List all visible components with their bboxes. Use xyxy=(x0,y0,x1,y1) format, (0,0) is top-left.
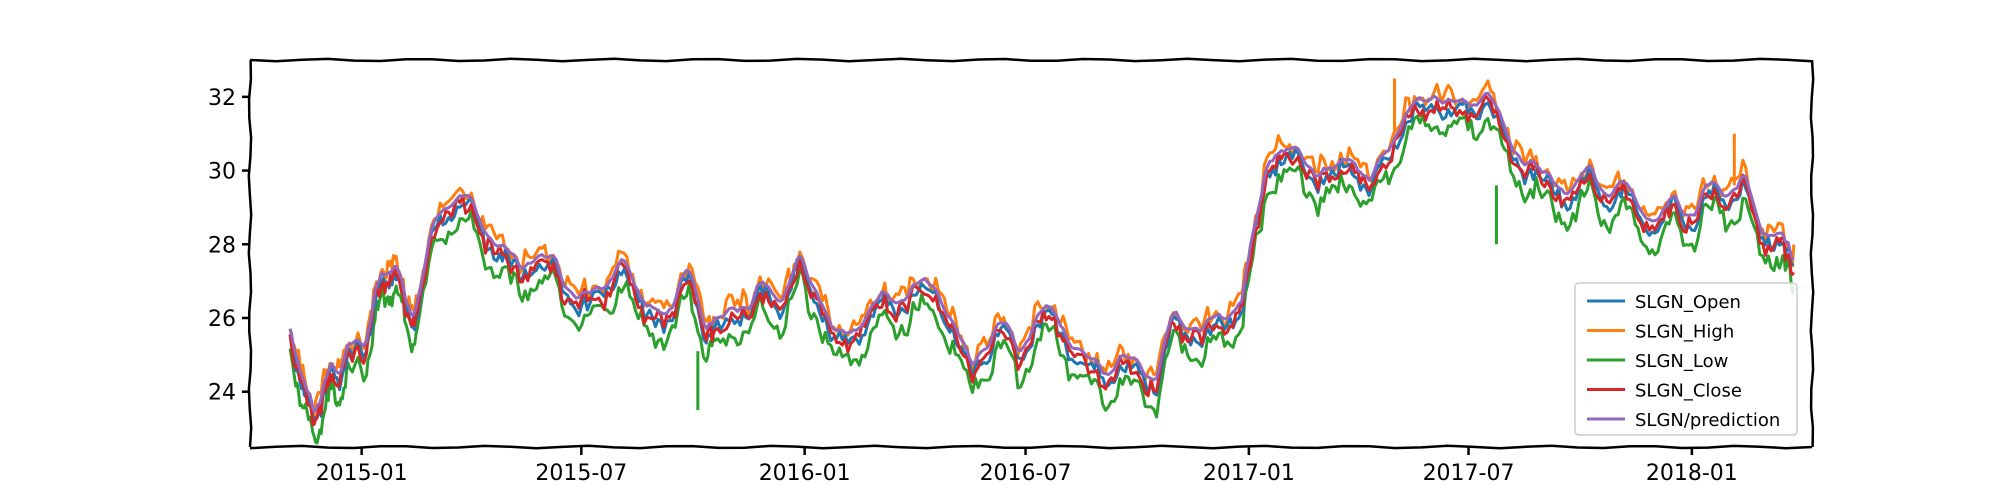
legend-label: SLGN_Open xyxy=(1635,292,1741,313)
series-line-slgn-prediction xyxy=(288,91,1795,413)
x-tick-label: 2018-01 xyxy=(1646,461,1738,486)
series-line-slgn-low xyxy=(288,114,1796,445)
legend-entries: SLGN_Open SLGN_High SLGN_Low SLGN_Close SLGN… xyxy=(1587,292,1780,431)
legend-label: SLGN_Close xyxy=(1635,381,1742,402)
y-tick-label: 32 xyxy=(208,86,236,111)
y-axis: 24 26 28 30 32 xyxy=(208,86,250,406)
legend-label: SLGN_High xyxy=(1635,322,1734,343)
legend-label: SLGN/prediction xyxy=(1635,410,1780,431)
legend-label: SLGN_Low xyxy=(1635,351,1728,372)
x-tick-label: 2015-01 xyxy=(316,461,408,486)
legend: SLGN_Open SLGN_High SLGN_Low SLGN_Close SLGN… xyxy=(1574,282,1798,436)
series-layer xyxy=(288,78,1796,445)
y-tick-label: 30 xyxy=(208,160,236,185)
x-tick-label: 2017-07 xyxy=(1423,461,1515,486)
series-line-slgn-high xyxy=(288,79,1796,418)
y-tick-label: 28 xyxy=(208,233,236,258)
x-tick-label: 2015-07 xyxy=(535,461,627,486)
x-axis: 2015-01 2015-07 2016-01 2016-07 2017-01 2017-… xyxy=(316,447,1738,486)
x-tick-label: 2016-07 xyxy=(980,461,1072,486)
y-tick-label: 24 xyxy=(208,381,236,406)
x-tick-label: 2016-01 xyxy=(759,461,851,486)
legend-box xyxy=(1574,282,1798,436)
series-line-slgn-open xyxy=(288,99,1795,423)
x-tick-label: 2017-01 xyxy=(1203,461,1295,486)
plot-frame xyxy=(247,57,1815,450)
y-tick-label: 26 xyxy=(208,307,236,332)
